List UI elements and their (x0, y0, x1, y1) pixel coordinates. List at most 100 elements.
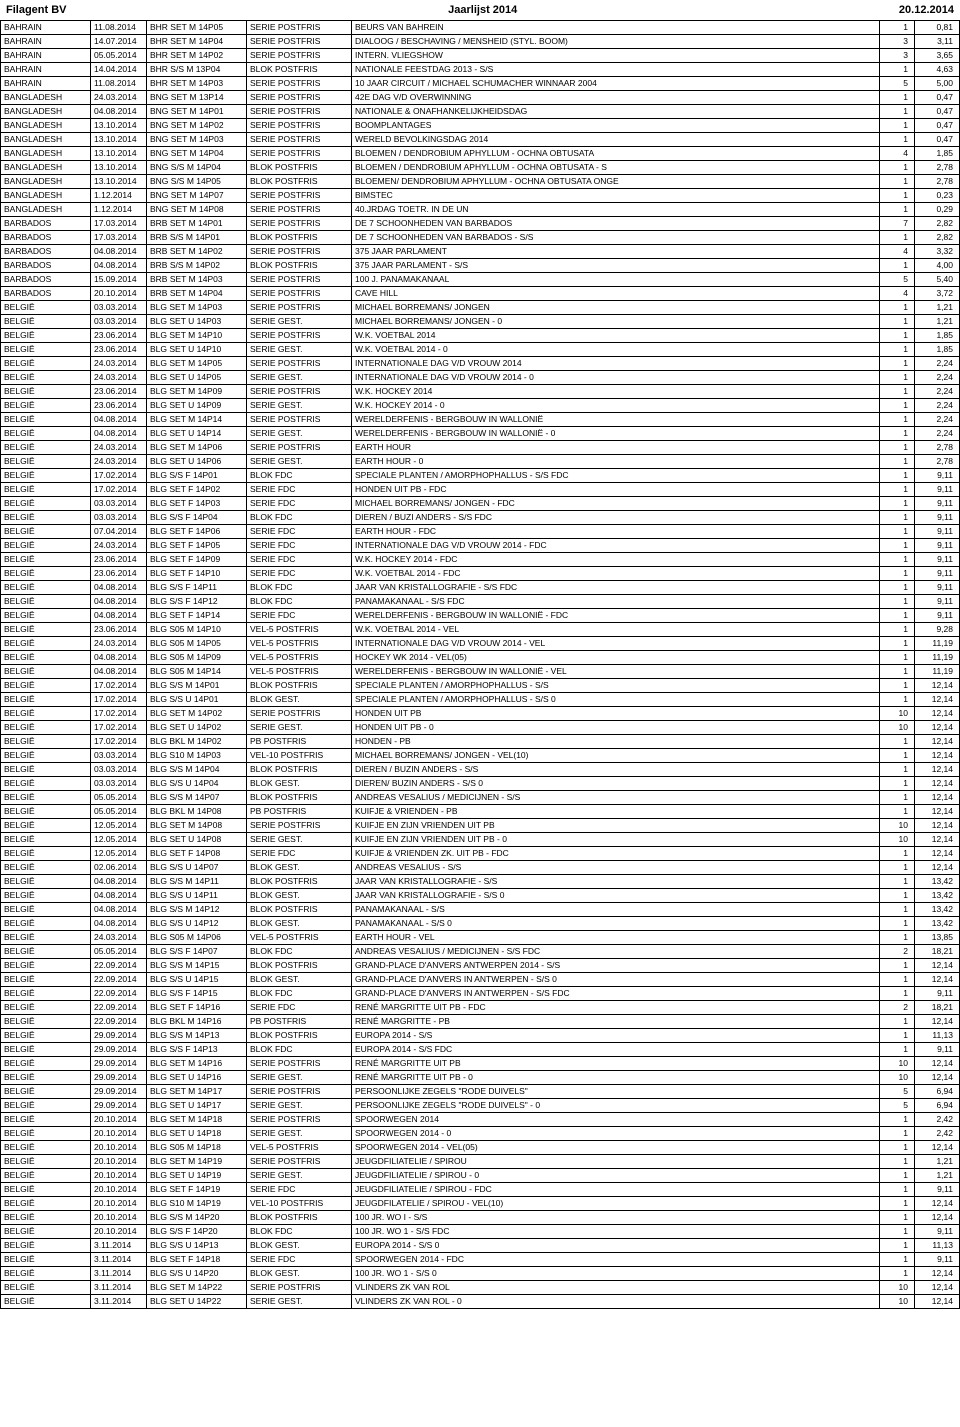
table-cell: 10 (880, 1281, 915, 1295)
table-cell: 12,14 (915, 791, 960, 805)
table-cell: BELGIË (1, 595, 91, 609)
table-row: BELGIË22.09.2014BLG S/S F 14P15BLOK FDCG… (1, 987, 960, 1001)
table-cell: 23.06.2014 (91, 553, 147, 567)
table-cell: 4 (880, 287, 915, 301)
table-cell: INTERNATIONALE DAG V/D VROUW 2014 - FDC (352, 539, 880, 553)
table-cell: 4 (880, 245, 915, 259)
table-cell: BELGIË (1, 427, 91, 441)
table-cell: 12,14 (915, 1295, 960, 1309)
table-cell: BELGIË (1, 1225, 91, 1239)
table-cell: BELGIË (1, 1197, 91, 1211)
table-cell: SERIE POSTFRIS (247, 1281, 352, 1295)
table-cell: 23.06.2014 (91, 329, 147, 343)
table-row: BELGIË3.11.2014BLG S/S U 14P20BLOK GEST.… (1, 1267, 960, 1281)
table-cell: 1 (880, 427, 915, 441)
table-cell: BLG SET F 14P03 (147, 497, 247, 511)
table-cell: 29.09.2014 (91, 1099, 147, 1113)
table-cell: BLOK GEST. (247, 1267, 352, 1281)
table-row: BANGLADESH13.10.2014BNG SET M 14P02SERIE… (1, 119, 960, 133)
table-cell: BLG S/S U 14P13 (147, 1239, 247, 1253)
table-cell: BELGIË (1, 1141, 91, 1155)
table-cell: BNG SET M 13P14 (147, 91, 247, 105)
table-cell: SERIE POSTFRIS (247, 77, 352, 91)
table-cell: 5 (880, 1085, 915, 1099)
table-cell: BLG BKL M 14P02 (147, 735, 247, 749)
table-row: BARBADOS04.08.2014BRB SET M 14P02SERIE P… (1, 245, 960, 259)
table-cell: HONDEN UIT PB - FDC (352, 483, 880, 497)
table-cell: DIALOOG / BESCHAVING / MENSHEID (STYL. B… (352, 35, 880, 49)
table-cell: BLG S/S M 14P13 (147, 1029, 247, 1043)
table-row: BANGLADESH13.10.2014BNG SET M 14P04SERIE… (1, 147, 960, 161)
table-cell: 17.02.2014 (91, 469, 147, 483)
table-cell: BLG SET F 14P08 (147, 847, 247, 861)
table-cell: HOCKEY WK 2014 - VEL(05) (352, 651, 880, 665)
table-cell: BARBADOS (1, 287, 91, 301)
table-cell: SERIE FDC (247, 1253, 352, 1267)
table-cell: 1,85 (915, 329, 960, 343)
table-cell: KUIFJE & VRIENDEN - PB (352, 805, 880, 819)
table-cell: 04.08.2014 (91, 413, 147, 427)
table-row: BELGIË04.08.2014BLG SET F 14P14SERIE FDC… (1, 609, 960, 623)
table-cell: BLOK POSTFRIS (247, 903, 352, 917)
table-cell: 9,11 (915, 1043, 960, 1057)
table-cell: 03.03.2014 (91, 497, 147, 511)
table-cell: BLG BKL M 14P08 (147, 805, 247, 819)
table-row: BELGIË23.06.2014BLG SET F 14P09SERIE FDC… (1, 553, 960, 567)
table-cell: 1 (880, 791, 915, 805)
table-cell: VEL-10 POSTFRIS (247, 749, 352, 763)
table-cell: SERIE POSTFRIS (247, 1085, 352, 1099)
table-cell: W.K. HOCKEY 2014 (352, 385, 880, 399)
table-cell: 0,47 (915, 105, 960, 119)
table-cell: 100 JR. WO 1 - S/S 0 (352, 1267, 880, 1281)
table-cell: BELGIË (1, 1169, 91, 1183)
table-cell: 1 (880, 1155, 915, 1169)
table-cell: SERIE POSTFRIS (247, 385, 352, 399)
table-cell: BELGIË (1, 861, 91, 875)
table-cell: SERIE FDC (247, 567, 352, 581)
table-cell: BLG SET F 14P19 (147, 1183, 247, 1197)
table-cell: SERIE POSTFRIS (247, 819, 352, 833)
table-row: BELGIË20.10.2014BLG S/S M 14P20BLOK POST… (1, 1211, 960, 1225)
header-right: 20.12.2014 (899, 4, 954, 16)
table-cell: BANGLADESH (1, 175, 91, 189)
table-cell: BAHRAIN (1, 21, 91, 35)
table-cell: 10 (880, 707, 915, 721)
table-cell: BLG SET U 14P18 (147, 1127, 247, 1141)
table-cell: 12,14 (915, 721, 960, 735)
table-cell: BLG SET F 14P02 (147, 483, 247, 497)
table-cell: JEUGDFILATELIE / SPIROU - VEL(10) (352, 1197, 880, 1211)
table-cell: BELGIË (1, 903, 91, 917)
table-cell: 1 (880, 329, 915, 343)
table-cell: RENÉ MARGRITTE UIT PB (352, 1057, 880, 1071)
table-cell: 14.04.2014 (91, 63, 147, 77)
table-cell: EUROPA 2014 - S/S (352, 1029, 880, 1043)
table-cell: 03.03.2014 (91, 763, 147, 777)
table-row: BELGIË24.03.2014BLG SET U 14P05SERIE GES… (1, 371, 960, 385)
table-cell: 3.11.2014 (91, 1295, 147, 1309)
table-cell: 12,14 (915, 1197, 960, 1211)
table-cell: 04.08.2014 (91, 889, 147, 903)
table-cell: RENÉ MARGRITTE UIT PB - 0 (352, 1071, 880, 1085)
table-cell: BELGIË (1, 385, 91, 399)
table-cell: BLOK POSTFRIS (247, 1029, 352, 1043)
table-row: BANGLADESH13.10.2014BNG S/S M 14P05BLOK … (1, 175, 960, 189)
table-cell: 3,11 (915, 35, 960, 49)
table-cell: 20.10.2014 (91, 1183, 147, 1197)
table-cell: BLOK POSTFRIS (247, 63, 352, 77)
table-row: BELGIË3.11.2014BLG SET M 14P22SERIE POST… (1, 1281, 960, 1295)
table-cell: PB POSTFRIS (247, 1015, 352, 1029)
table-cell: KUIFJE EN ZIJN VRIENDEN UIT PB - 0 (352, 833, 880, 847)
table-cell: BLG SET U 14P03 (147, 315, 247, 329)
table-cell: BLG S05 M 14P18 (147, 1141, 247, 1155)
table-cell: SERIE FDC (247, 539, 352, 553)
table-cell: KUIFJE EN ZIJN VRIENDEN UIT PB (352, 819, 880, 833)
table-row: BELGIË17.02.2014BLG SET F 14P02SERIE FDC… (1, 483, 960, 497)
table-row: BELGIË20.10.2014BLG SET F 14P19SERIE FDC… (1, 1183, 960, 1197)
table-cell: 1 (880, 609, 915, 623)
table-cell: 22.09.2014 (91, 959, 147, 973)
table-cell: SERIE FDC (247, 497, 352, 511)
table-cell: BLOK POSTFRIS (247, 1211, 352, 1225)
table-cell: SERIE GEST. (247, 833, 352, 847)
table-cell: SERIE POSTFRIS (247, 245, 352, 259)
table-cell: BLOEMEN/ DENDROBIUM APHYLLUM - OCHNA OBT… (352, 175, 880, 189)
